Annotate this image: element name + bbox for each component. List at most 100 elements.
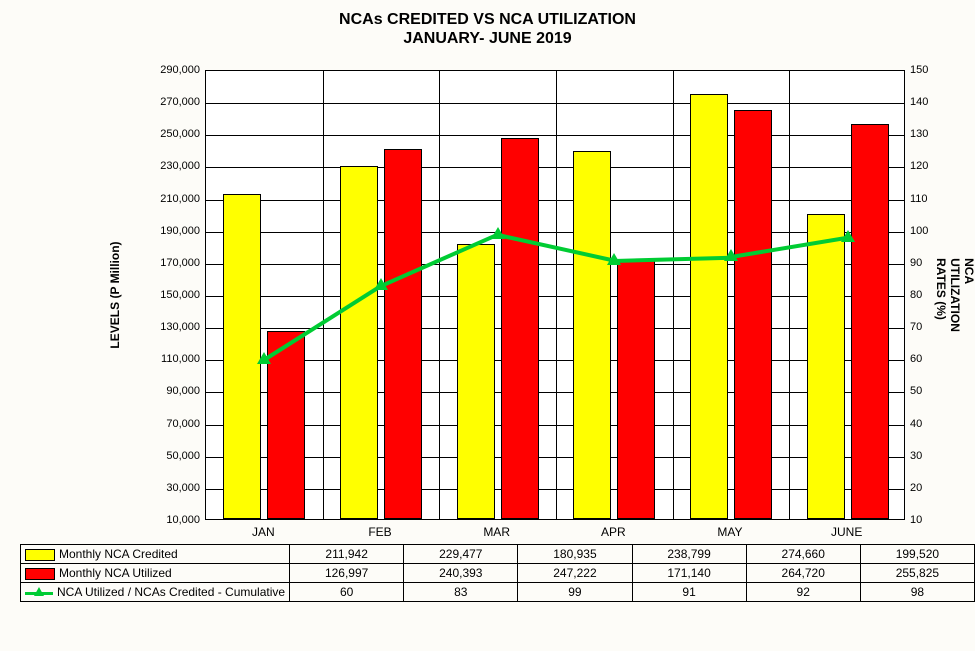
gridline: [206, 425, 904, 426]
category-divider: [556, 71, 557, 519]
ytick-left: 230,000: [150, 160, 200, 172]
category-divider: [789, 71, 790, 519]
table-cell: 126,997: [290, 564, 404, 583]
marker-cumulative: [374, 278, 388, 290]
bar-utilized: [267, 331, 305, 519]
table-cell: 247,222: [518, 564, 632, 583]
ytick-right: 60: [910, 353, 940, 365]
ytick-left: 130,000: [150, 321, 200, 333]
legend-cell: NCA Utilized / NCAs Credited - Cumulativ…: [21, 583, 290, 602]
table-cell: 274,660: [746, 545, 860, 564]
ytick-right: 110: [910, 193, 940, 205]
bar-utilized: [617, 260, 655, 519]
ytick-left: 50,000: [150, 450, 200, 462]
y-axis-left-label: LEVELS (P Million): [108, 241, 122, 348]
legend-cell: Monthly NCA Credited: [21, 545, 290, 564]
bar-credited: [690, 94, 728, 519]
legend-label: NCA Utilized / NCAs Credited - Cumulativ…: [57, 585, 285, 599]
ytick-right: 10: [910, 514, 940, 526]
category-label: MAR: [438, 525, 555, 539]
ytick-left: 30,000: [150, 482, 200, 494]
title-line-2: JANUARY- JUNE 2019: [403, 30, 571, 47]
chart-container: NCAs CREDITED VS NCA UTILIZATION JANUARY…: [0, 0, 975, 48]
ytick-right: 120: [910, 160, 940, 172]
table-cell: 99: [518, 583, 632, 602]
table-cell: 229,477: [404, 545, 518, 564]
gridline: [206, 489, 904, 490]
chart-title: NCAs CREDITED VS NCA UTILIZATION JANUARY…: [0, 0, 975, 48]
bar-credited: [223, 194, 261, 519]
ytick-left: 250,000: [150, 128, 200, 140]
category-label: JAN: [205, 525, 322, 539]
table-cell: 199,520: [860, 545, 974, 564]
ytick-right: 130: [910, 128, 940, 140]
category-divider: [673, 71, 674, 519]
legend-label: Monthly NCA Credited: [59, 547, 178, 561]
table-cell: 211,942: [290, 545, 404, 564]
gridline: [206, 200, 904, 201]
gridline: [206, 103, 904, 104]
table-row: Monthly NCA Utilized 126,997240,393247,22…: [21, 564, 975, 583]
table-cell: 91: [632, 583, 746, 602]
gridline: [206, 167, 904, 168]
marker-cumulative: [607, 253, 621, 265]
legend-label: Monthly NCA Utilized: [59, 566, 172, 580]
table-row: NCA Utilized / NCAs Credited - Cumulativ…: [21, 583, 975, 602]
category-label: JUNE: [788, 525, 905, 539]
ytick-left: 70,000: [150, 418, 200, 430]
gridline: [206, 360, 904, 361]
gridline: [206, 232, 904, 233]
marker-cumulative: [491, 227, 505, 239]
ytick-left: 270,000: [150, 96, 200, 108]
bar-utilized: [501, 138, 539, 519]
table-cell: 171,140: [632, 564, 746, 583]
table-cell: 238,799: [632, 545, 746, 564]
ytick-left: 170,000: [150, 257, 200, 269]
legend-cell: Monthly NCA Utilized: [21, 564, 290, 583]
bar-utilized: [851, 124, 889, 519]
bar-utilized: [384, 149, 422, 519]
data-table: Monthly NCA Credited 211,942229,477180,93…: [20, 544, 975, 602]
ytick-left: 110,000: [150, 353, 200, 365]
ytick-right: 90: [910, 257, 940, 269]
gridline: [206, 264, 904, 265]
category-label: FEB: [322, 525, 439, 539]
table-cell: 98: [860, 583, 974, 602]
gridline: [206, 296, 904, 297]
ytick-left: 10,000: [150, 514, 200, 526]
bar-credited: [457, 244, 495, 519]
category-label: MAY: [672, 525, 789, 539]
ytick-right: 100: [910, 225, 940, 237]
table-cell: 83: [404, 583, 518, 602]
ytick-right: 50: [910, 385, 940, 397]
title-line-1: NCAs CREDITED VS NCA UTILIZATION: [339, 11, 636, 28]
marker-cumulative: [724, 249, 738, 261]
marker-cumulative: [257, 352, 271, 364]
table-cell: 92: [746, 583, 860, 602]
category-label: APR: [555, 525, 672, 539]
y-axis-right-label: NCA UTILIZATION RATES (%): [934, 258, 975, 332]
table-cell: 180,935: [518, 545, 632, 564]
ytick-right: 140: [910, 96, 940, 108]
plot-area: [205, 70, 905, 520]
table-row: Monthly NCA Credited 211,942229,477180,93…: [21, 545, 975, 564]
gridline: [206, 392, 904, 393]
bar-credited: [340, 166, 378, 519]
table-cell: 240,393: [404, 564, 518, 583]
marker-cumulative: [841, 230, 855, 242]
ytick-right: 40: [910, 418, 940, 430]
ytick-left: 90,000: [150, 385, 200, 397]
table-cell: 264,720: [746, 564, 860, 583]
ytick-left: 290,000: [150, 64, 200, 76]
ytick-left: 190,000: [150, 225, 200, 237]
gridline: [206, 135, 904, 136]
bar-credited: [807, 214, 845, 519]
ytick-right: 20: [910, 482, 940, 494]
ytick-right: 70: [910, 321, 940, 333]
table-cell: 255,825: [860, 564, 974, 583]
ytick-right: 150: [910, 64, 940, 76]
ytick-right: 30: [910, 450, 940, 462]
ytick-left: 150,000: [150, 289, 200, 301]
ytick-left: 210,000: [150, 193, 200, 205]
bar-utilized: [734, 110, 772, 519]
